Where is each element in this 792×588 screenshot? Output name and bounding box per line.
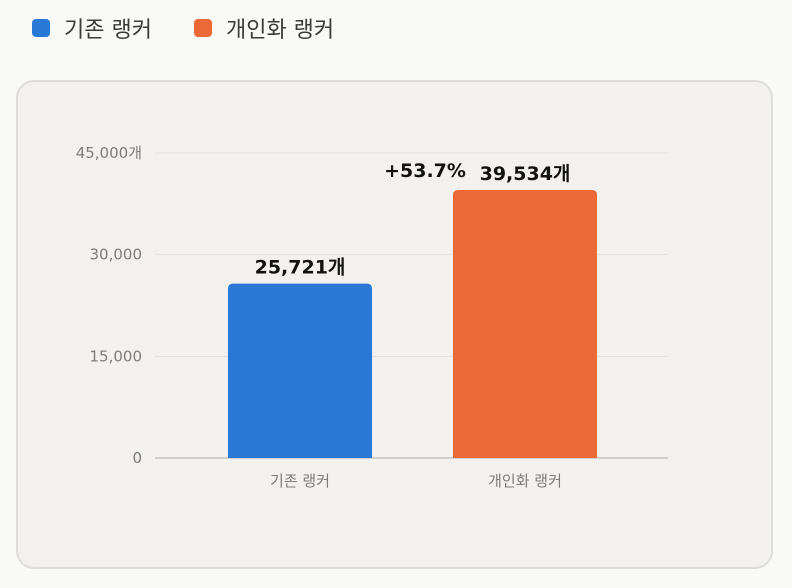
legend-label-baseline: 기존 랭커	[64, 18, 152, 43]
data-label: 25,721개	[255, 257, 346, 279]
chart-card	[16, 80, 773, 569]
y-tick-label: 0	[132, 449, 142, 467]
legend-swatch-personalized	[193, 19, 212, 37]
legend-item-personalized: 개인화 랭커	[193, 12, 335, 44]
data-label: 39,534개	[480, 163, 571, 185]
y-tick-label: 45,000개	[76, 144, 142, 162]
x-tick-label: 개인화 랭커	[488, 472, 562, 490]
chart-legend: 기존 랭커 개인화 랭커	[32, 12, 334, 44]
y-tick-label: 30,000	[90, 246, 143, 264]
legend-item-baseline: 기존 랭커	[32, 12, 152, 44]
y-tick-label: 15,000	[90, 347, 143, 365]
x-tick-label: 기존 랭커	[270, 472, 330, 490]
legend-label-personalized: 개인화 랭커	[225, 18, 335, 43]
bar	[228, 283, 372, 458]
bar	[453, 190, 597, 458]
growth-annotation: +53.7%	[384, 160, 466, 182]
legend-swatch-baseline	[32, 19, 50, 37]
